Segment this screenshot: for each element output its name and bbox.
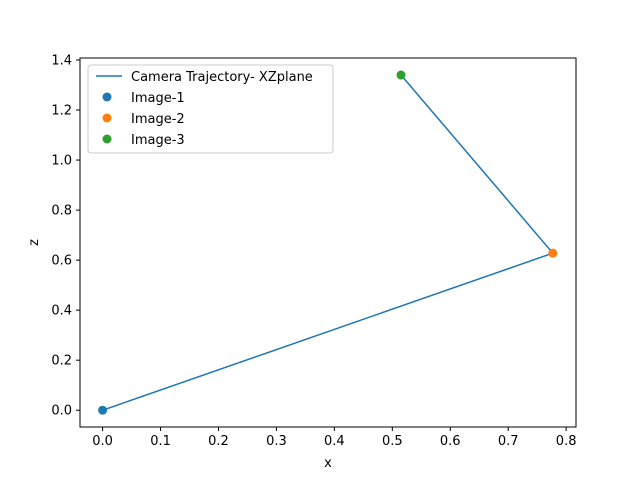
legend-label-image-3: Image-3 (131, 133, 185, 148)
legend: Camera Trajectory- XZplane Image-1 Image-2… (87, 64, 334, 154)
point-image-1 (98, 405, 108, 415)
x-tick-label: 0.5 (382, 434, 403, 449)
legend-marker-image-1 (102, 92, 112, 102)
y-tick-label: 1.2 (51, 104, 72, 119)
legend-label-image-2: Image-2 (131, 112, 185, 127)
x-tick-label: 0.1 (150, 434, 171, 449)
y-tick-label: 0.2 (51, 354, 72, 369)
x-tick-label: 0.3 (266, 434, 287, 449)
x-tick-label: 0.4 (324, 434, 345, 449)
y-tick-label: 0.4 (51, 304, 72, 319)
x-tick-label: 0.7 (498, 434, 519, 449)
axis-ticks: 0.0 0.1 0.2 0.3 0.4 0.5 0.6 0.7 0.8 0.0 0.2 0.4 0.6 0… (51, 54, 576, 449)
x-tick-label: 0.8 (556, 434, 577, 449)
y-tick-label: 0.8 (51, 204, 72, 219)
point-image-3 (396, 70, 406, 80)
x-tick-label: 0.0 (92, 434, 113, 449)
x-axis-label: x (324, 456, 332, 471)
legend-box (87, 64, 334, 154)
y-tick-label: 0.6 (51, 254, 72, 269)
y-tick-label: 0.0 (51, 404, 72, 419)
x-tick-label: 0.6 (440, 434, 461, 449)
y-tick-label: 1.4 (51, 54, 72, 69)
point-image-2 (548, 248, 558, 258)
legend-label-trajectory: Camera Trajectory- XZplane (131, 70, 313, 85)
legend-marker-image-3 (102, 134, 112, 144)
y-tick-label: 1.0 (51, 154, 72, 169)
legend-label-image-1: Image-1 (131, 91, 185, 106)
x-tick-label: 0.2 (208, 434, 229, 449)
y-axis-label: z (27, 239, 42, 246)
legend-marker-image-2 (102, 113, 112, 123)
plot-marks (98, 70, 558, 415)
plot-frame (79, 57, 577, 428)
